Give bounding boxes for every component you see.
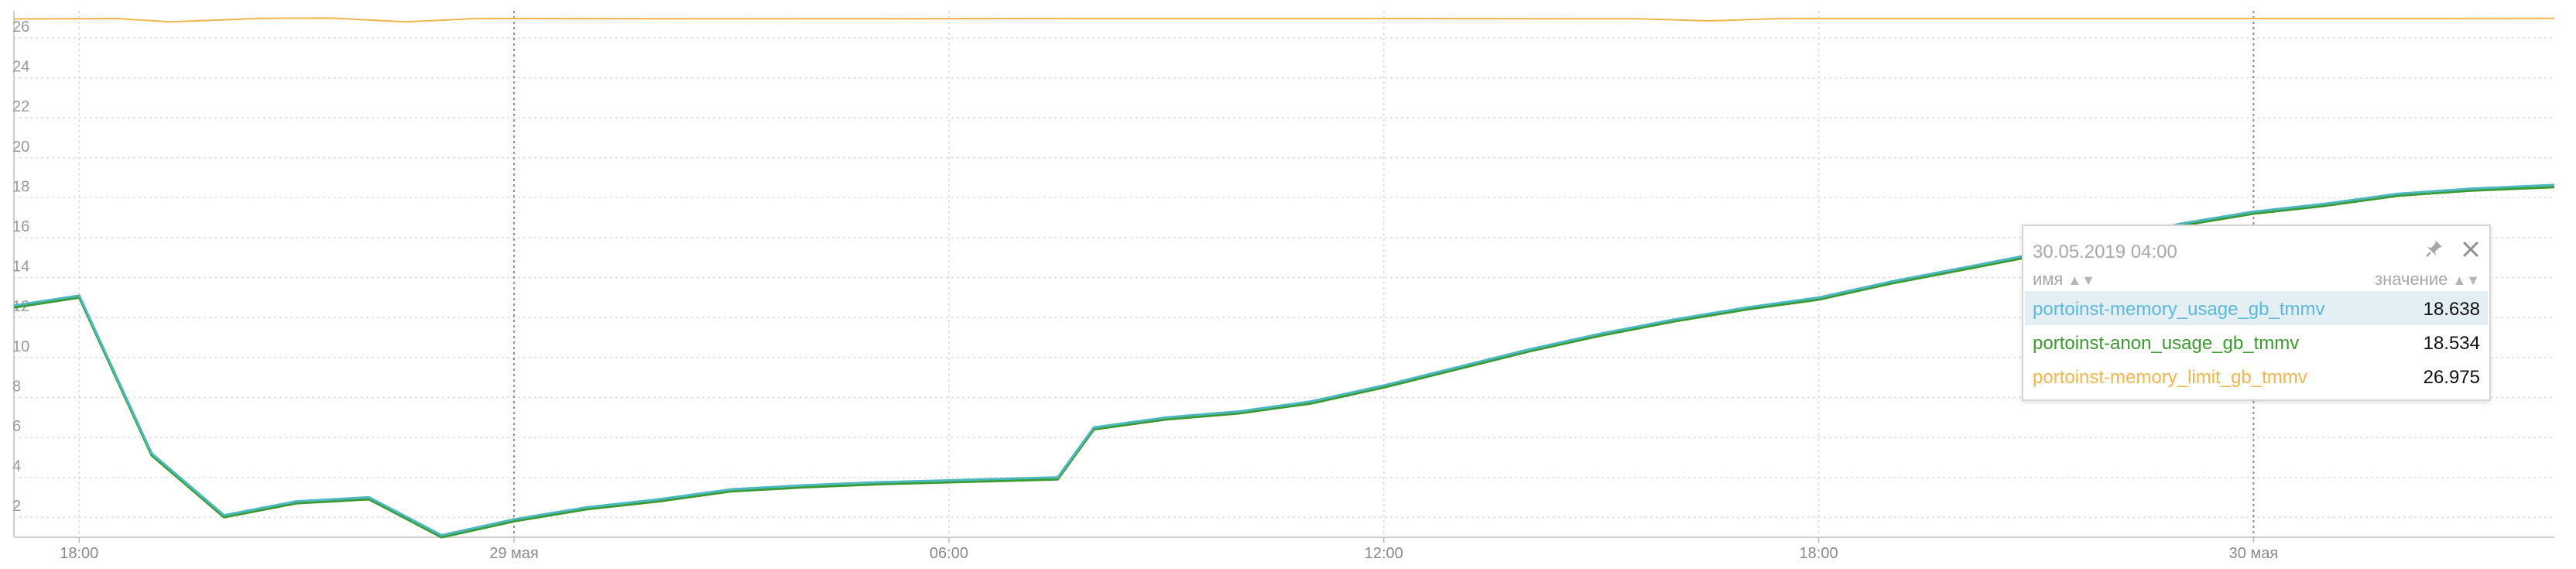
- series-value: 26.975: [2423, 367, 2480, 388]
- x-tick-label: 30 мая: [2229, 545, 2279, 562]
- tooltip-rows: portoinst-memory_usage_gb_tmmv 18.638 po…: [2025, 291, 2488, 393]
- y-tick-label: 20: [12, 139, 29, 156]
- x-tick-label: 18:00: [1800, 545, 1838, 562]
- series-value: 18.534: [2423, 333, 2480, 354]
- chart-grid: [13, 11, 2554, 543]
- series-name: portoinst-memory_usage_gb_tmmv: [2033, 299, 2325, 320]
- y-tick-label: 2: [12, 498, 21, 515]
- series-name: portoinst-anon_usage_gb_tmmv: [2033, 333, 2300, 354]
- y-tick-label: 4: [12, 458, 21, 475]
- y-tick-label: 18: [12, 178, 29, 195]
- y-tick-label: 8: [12, 378, 21, 395]
- x-tick-label: 12:00: [1365, 545, 1403, 562]
- chart-tooltip: 30.05.2019 04:00 имя ▲▼ значение ▲▼ portoi…: [2022, 225, 2491, 401]
- x-tick-label: 06:00: [930, 545, 968, 562]
- tooltip-columns: имя ▲▼ значение ▲▼: [2033, 266, 2480, 290]
- y-tick-label: 22: [12, 98, 29, 115]
- tooltip-row-anon-usage[interactable]: portoinst-anon_usage_gb_tmmv 18.534: [2025, 325, 2488, 359]
- sort-arrows-icon: ▲▼: [2067, 273, 2095, 288]
- x-tick-label: 18:00: [60, 545, 98, 562]
- x-axis: 18:00 29 мая 06:00 12:00 18:00 30 мая: [60, 545, 2278, 562]
- y-tick-label: 16: [12, 218, 29, 235]
- column-name-sort[interactable]: имя ▲▼: [2033, 269, 2095, 289]
- series-value: 18.638: [2423, 299, 2480, 320]
- series-name: portoinst-memory_limit_gb_tmmv: [2033, 367, 2307, 388]
- y-tick-label: 24: [12, 59, 29, 76]
- y-tick-label: 6: [12, 418, 21, 435]
- sort-arrows-icon: ▲▼: [2452, 273, 2480, 288]
- x-tick-label: 29 мая: [489, 545, 539, 562]
- pin-icon[interactable]: [2424, 238, 2444, 264]
- y-tick-label: 14: [12, 259, 29, 276]
- crosshair-lines: [513, 11, 2255, 537]
- y-tick-label: 10: [12, 338, 29, 355]
- tooltip-row-memory-usage[interactable]: portoinst-memory_usage_gb_tmmv 18.638: [2025, 291, 2488, 325]
- tooltip-date: 30.05.2019 04:00: [2033, 242, 2177, 262]
- close-icon[interactable]: [2461, 240, 2480, 264]
- tooltip-row-memory-limit[interactable]: portoinst-memory_limit_gb_tmmv 26.975: [2025, 359, 2488, 393]
- tooltip-header: 30.05.2019 04:00: [2033, 237, 2480, 263]
- column-value-sort[interactable]: значение ▲▼: [2375, 269, 2480, 289]
- y-tick-label: 26: [12, 19, 29, 36]
- series-line-portoinst-memory-limit-gb-tmmv: [13, 17, 2555, 23]
